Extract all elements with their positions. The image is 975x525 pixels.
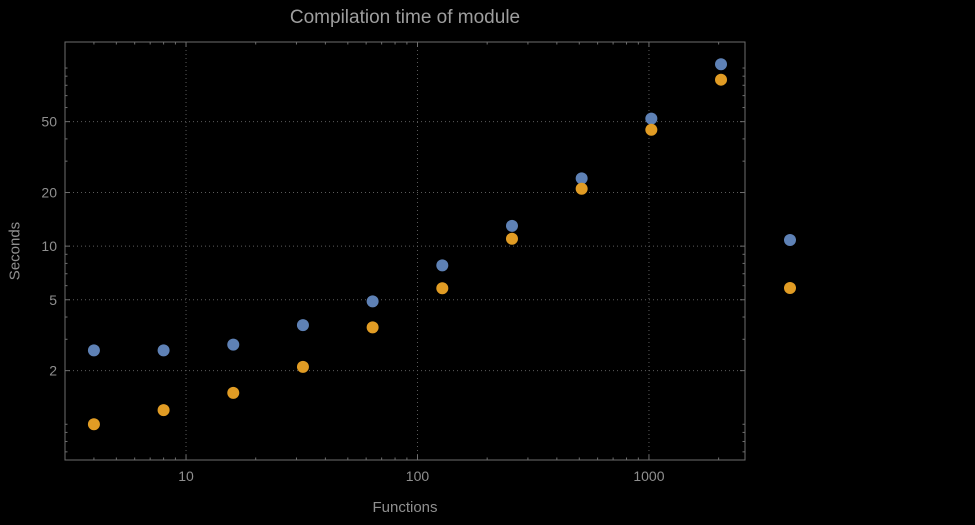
y-tick-label: 20: [41, 185, 57, 201]
x-tick-label: 1000: [633, 468, 664, 484]
data-point-orange-series: [436, 282, 449, 295]
x-axis-label: Functions: [372, 499, 438, 516]
y-tick-label: 50: [41, 114, 57, 130]
data-point-blue-series: [645, 112, 658, 125]
data-point-orange-series: [157, 404, 170, 417]
data-point-blue-series: [715, 58, 728, 71]
data-point-blue-series: [505, 219, 518, 232]
data-point-blue-series: [87, 344, 100, 357]
x-tick-label: 10: [178, 468, 194, 484]
data-point-orange-series: [87, 418, 100, 431]
y-tick-label: 10: [41, 238, 57, 254]
data-point-orange-series: [366, 321, 379, 334]
data-point-blue-series: [575, 172, 588, 185]
data-point-blue-series: [366, 295, 379, 308]
data-point-orange-series: [575, 182, 588, 195]
legend-marker-blue-series: [784, 234, 796, 246]
data-point-blue-series: [157, 344, 170, 357]
chart-title: Compilation time of module: [289, 7, 521, 28]
y-tick-label: 5: [49, 292, 57, 308]
data-point-orange-series: [715, 73, 728, 86]
data-point-blue-series: [436, 259, 449, 272]
x-tick-label: 100: [406, 468, 430, 484]
legend-marker-orange-series: [784, 282, 796, 294]
y-axis-label: Seconds: [6, 221, 24, 281]
y-tick-label: 2: [49, 363, 57, 379]
data-point-orange-series: [645, 123, 658, 136]
data-point-orange-series: [227, 386, 240, 399]
plot-frame: [64, 41, 746, 461]
data-point-orange-series: [505, 232, 518, 245]
data-point-blue-series: [296, 319, 309, 332]
data-point-blue-series: [227, 338, 240, 351]
data-point-orange-series: [296, 360, 309, 373]
